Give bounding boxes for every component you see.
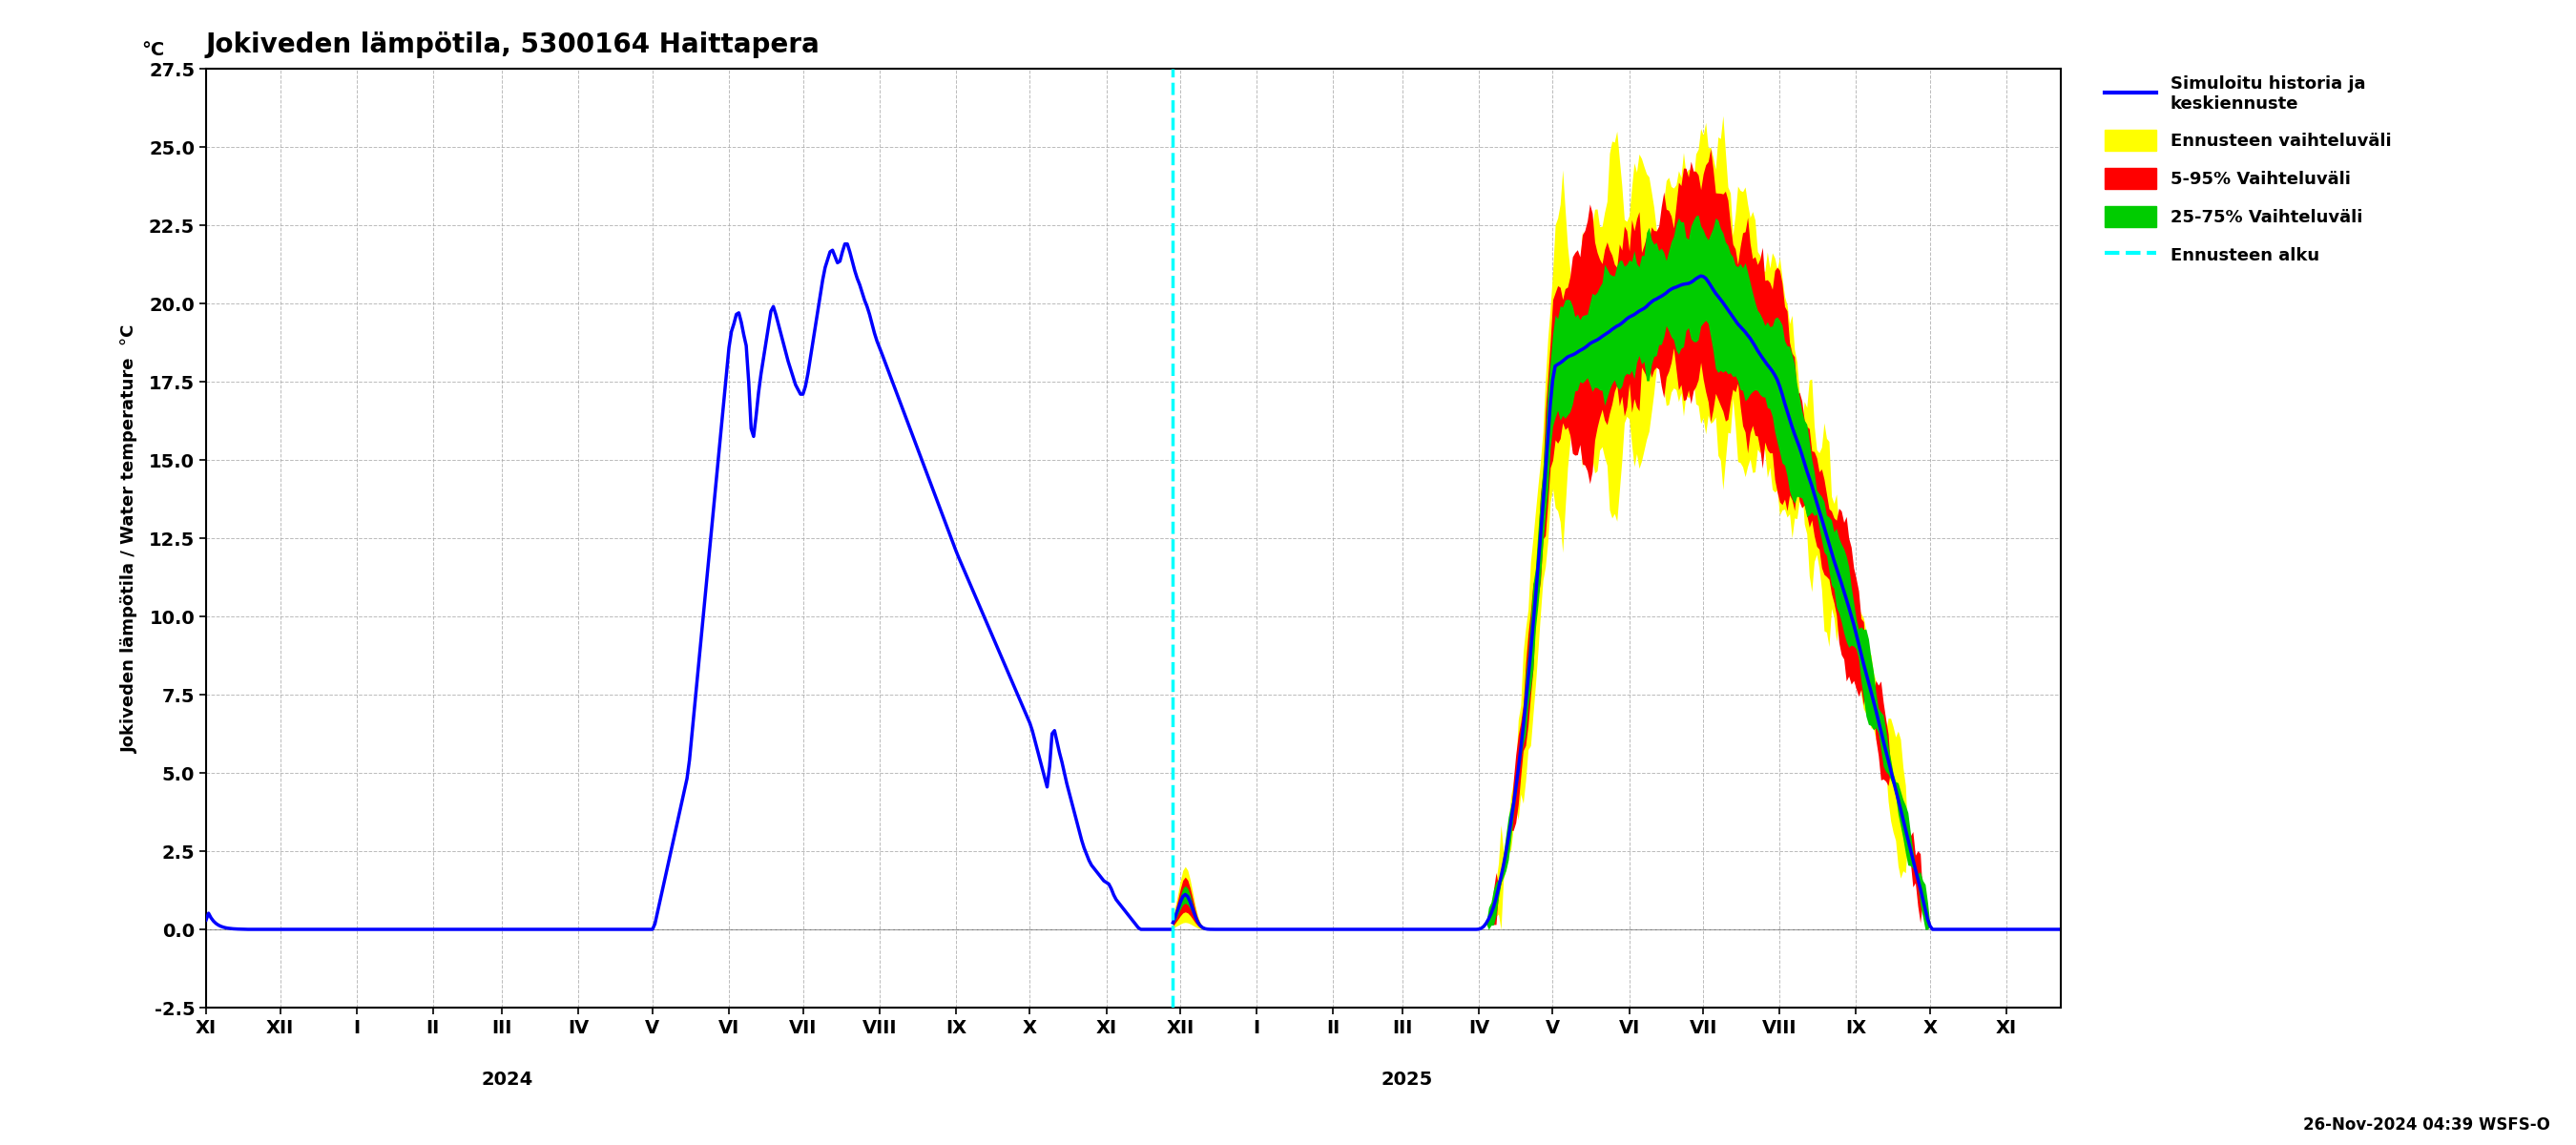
Text: °C: °C	[142, 41, 165, 60]
Text: Jokiveden lämpötila, 5300164 Haittapera: Jokiveden lämpötila, 5300164 Haittapera	[206, 32, 819, 58]
Legend: Simuloitu historia ja
keskiennuste, Ennusteen vaihteluväli, 5-95% Vaihteluväli, : Simuloitu historia ja keskiennuste, Ennu…	[2097, 69, 2398, 273]
Text: 2025: 2025	[1381, 1071, 1432, 1088]
Y-axis label: Jokiveden lämpötila / Water temperature  °C: Jokiveden lämpötila / Water temperature …	[121, 324, 139, 752]
Text: 26-Nov-2024 04:39 WSFS-O: 26-Nov-2024 04:39 WSFS-O	[2303, 1116, 2550, 1134]
Text: 2024: 2024	[482, 1071, 533, 1088]
